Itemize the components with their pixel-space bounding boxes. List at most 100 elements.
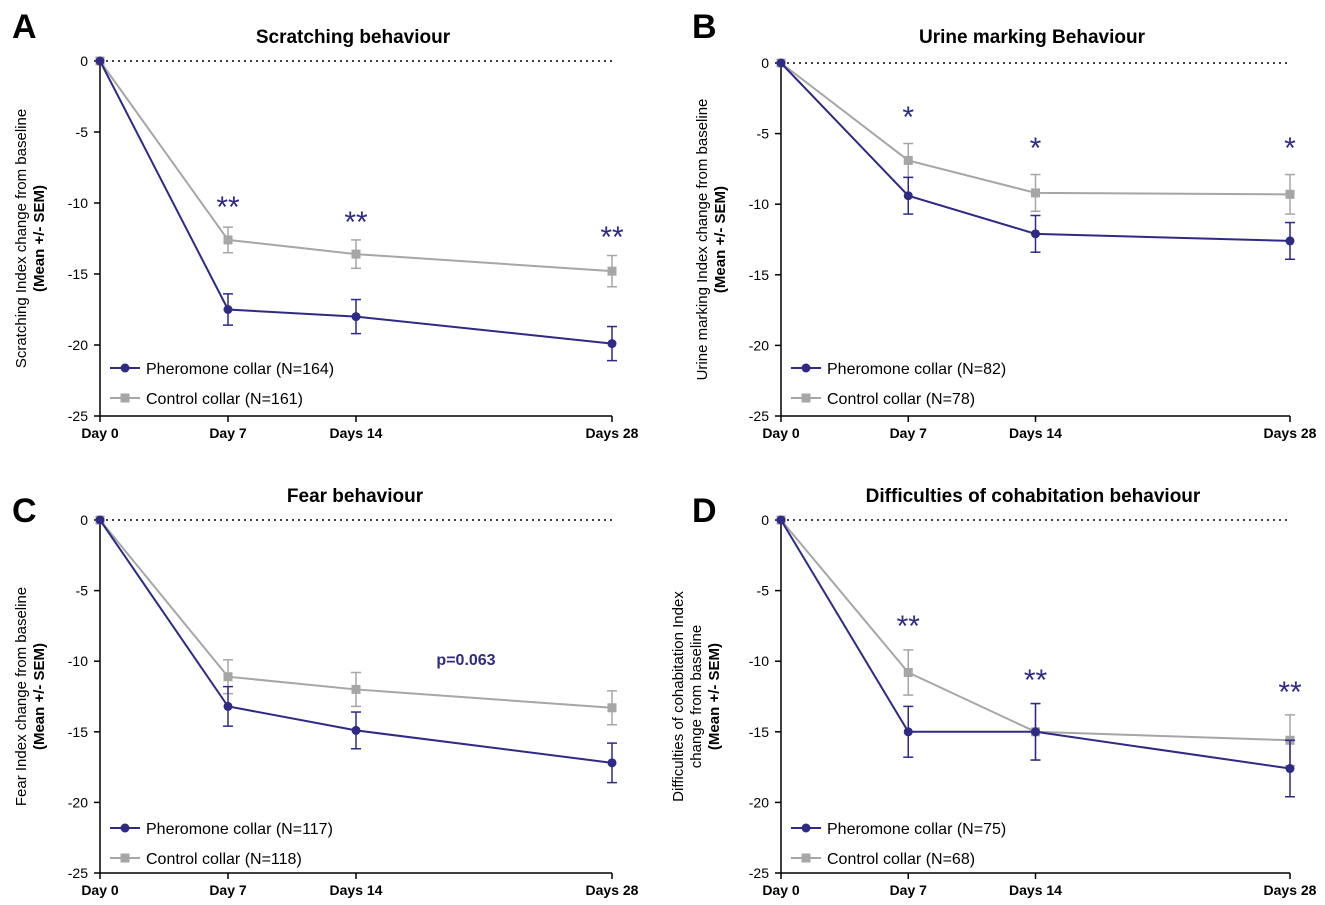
- data-point-pheromone: [903, 191, 913, 201]
- y-axis-label: (Mean +/- SEM): [706, 643, 723, 750]
- x-tick-label: Days 14: [330, 882, 383, 898]
- x-tick-label: Day 7: [890, 425, 928, 441]
- y-tick-label: -20: [68, 794, 88, 810]
- y-tick-label: -10: [68, 653, 88, 669]
- significance-marker: *: [902, 101, 914, 134]
- legend-label: Pheromone collar (N=117): [146, 821, 333, 838]
- significance-marker: **: [216, 191, 240, 224]
- y-axis-label: (Mean +/- SEM): [31, 643, 48, 750]
- legend-label: Control collar (N=118): [146, 851, 302, 868]
- y-tick-label: 0: [761, 55, 769, 71]
- data-point-pheromone: [903, 727, 913, 737]
- x-tick-label: Days 14: [1009, 425, 1062, 441]
- significance-marker: *: [1284, 132, 1296, 165]
- data-point-pheromone: [1285, 764, 1295, 774]
- x-tick-label: Days 14: [1009, 882, 1062, 898]
- data-point-control: [351, 249, 361, 259]
- legend-marker-control: [120, 393, 130, 403]
- data-point-control: [1285, 189, 1295, 199]
- y-axis-label: Scratching Index change from baseline: [13, 109, 30, 368]
- data-point-pheromone: [776, 58, 786, 68]
- y-tick-label: -25: [749, 408, 769, 424]
- x-tick-label: Days 28: [586, 425, 639, 441]
- y-tick-label: -15: [68, 724, 88, 740]
- chart-title: Fear behaviour: [287, 486, 424, 507]
- y-tick-label: -25: [68, 865, 88, 881]
- panel-letter: B: [692, 8, 717, 46]
- y-tick-label: -5: [76, 124, 89, 140]
- significance-marker: **: [344, 206, 368, 239]
- data-point-pheromone: [1285, 236, 1295, 246]
- y-tick-label: -15: [68, 266, 88, 282]
- y-tick-label: 0: [80, 53, 88, 69]
- legend-label: Control collar (N=161): [146, 391, 303, 408]
- data-point-pheromone: [1031, 727, 1040, 737]
- y-tick-label: -10: [68, 195, 88, 211]
- significance-marker: **: [1278, 676, 1302, 709]
- chart-panel-d: D Difficulties of cohabitation behaviour D…: [670, 486, 1317, 898]
- legend-label: Pheromone collar (N=75): [827, 821, 1006, 838]
- x-tick-label: Days 14: [330, 425, 383, 441]
- significance-marker: *: [1030, 132, 1042, 165]
- legend-label: Pheromone collar (N=82): [827, 361, 1006, 378]
- chart-panel-a: A Scratching behaviour Scratching Index ch…: [12, 8, 639, 441]
- data-point-control: [351, 684, 361, 694]
- series-line-pheromone: [780, 519, 1291, 770]
- data-point-control: [1031, 188, 1040, 198]
- y-tick-label: -20: [68, 337, 88, 353]
- x-tick-label: Days 28: [586, 882, 639, 898]
- y-axis-label: (Mean +/- SEM): [31, 185, 48, 292]
- legend-marker-pheromone: [120, 363, 130, 373]
- chart-panel-c: C Fear behaviour Fear Index change from ba…: [12, 486, 639, 898]
- data-point-control: [607, 703, 617, 713]
- chart-title: Difficulties of cohabitation behaviour: [866, 486, 1201, 507]
- y-axis-label: change from baseline: [688, 625, 705, 768]
- series-line-control: [780, 62, 1291, 196]
- data-point-pheromone: [351, 725, 361, 735]
- y-tick-label: -5: [76, 583, 89, 599]
- y-tick-label: -25: [749, 865, 769, 881]
- series-line-pheromone: [99, 519, 613, 764]
- series-line-pheromone: [99, 60, 613, 345]
- y-tick-label: 0: [80, 512, 88, 528]
- y-axis-label: Urine marking Index change from baseline: [694, 99, 711, 381]
- significance-marker: **: [897, 610, 921, 643]
- panel-letter: A: [12, 8, 37, 46]
- data-point-control: [903, 155, 913, 165]
- y-axis-label: Difficulties of cohabitation Index: [670, 591, 687, 802]
- series-line-control: [99, 60, 613, 273]
- y-tick-label: -20: [749, 337, 769, 353]
- y-tick-label: -20: [749, 794, 769, 810]
- x-tick-label: Days 28: [1264, 425, 1317, 441]
- x-tick-label: Day 7: [209, 882, 247, 898]
- series-line-control: [99, 519, 613, 709]
- y-tick-label: -25: [68, 408, 88, 424]
- p-value-annotation: p=0.063: [436, 652, 495, 669]
- x-tick-label: Day 0: [762, 425, 800, 441]
- data-point-pheromone: [223, 305, 233, 314]
- chart-title: Urine marking Behaviour: [919, 27, 1146, 48]
- x-tick-label: Days 28: [1264, 882, 1317, 898]
- series-line-control: [780, 519, 1291, 742]
- chart-panel-b: B Urine marking Behaviour Urine marking In…: [692, 8, 1317, 441]
- chart-title: Scratching behaviour: [256, 27, 451, 48]
- y-tick-label: -5: [757, 583, 770, 599]
- legend-label: Pheromone collar (N=164): [146, 361, 334, 378]
- legend-label: Control collar (N=68): [827, 851, 975, 868]
- data-point-control: [607, 266, 617, 276]
- y-axis-label: (Mean +/- SEM): [712, 186, 729, 293]
- y-tick-label: -10: [749, 653, 769, 669]
- significance-marker: **: [600, 221, 624, 254]
- data-point-pheromone: [607, 758, 617, 768]
- y-tick-label: 0: [761, 512, 769, 528]
- x-tick-label: Day 0: [81, 882, 119, 898]
- data-point-pheromone: [776, 515, 786, 525]
- panel-letter: D: [692, 492, 717, 530]
- significance-marker: **: [1024, 664, 1048, 697]
- y-tick-label: -15: [749, 267, 769, 283]
- data-point-pheromone: [351, 312, 361, 322]
- data-point-pheromone: [95, 56, 105, 66]
- y-axis-label: Fear Index change from baseline: [13, 587, 30, 806]
- y-tick-label: -5: [757, 126, 770, 142]
